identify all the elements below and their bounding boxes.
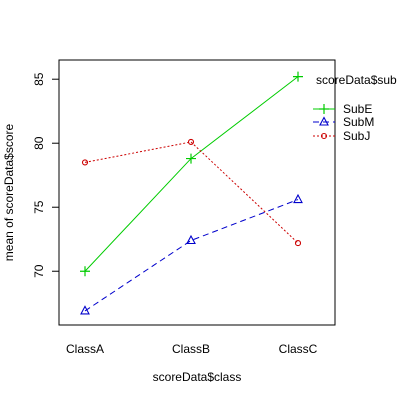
- x-tick-label: ClassA: [66, 342, 104, 356]
- y-axis-label: mean of scoreData$score: [2, 123, 16, 261]
- chart-marks: [80, 71, 303, 315]
- series-sube: [80, 71, 303, 277]
- legend-marker-subm: [319, 116, 329, 126]
- legend-label-subj: SubJ: [343, 129, 370, 143]
- series-subm: [80, 193, 303, 315]
- legend-label-sube: SubE: [343, 102, 372, 116]
- data-point-subm: [186, 234, 196, 245]
- x-axis-label: scoreData$class: [153, 370, 242, 384]
- series-subj: [81, 138, 302, 247]
- x-tick-label: ClassB: [172, 342, 210, 356]
- series-line-subm: [84, 199, 299, 312]
- data-point-subj: [294, 240, 302, 247]
- x-tick-label: ClassC: [279, 342, 318, 356]
- x-axis: ClassA ClassB ClassC: [66, 342, 318, 356]
- legend-label-subm: SubM: [343, 115, 374, 129]
- legend-marker-subj: [320, 132, 328, 140]
- y-tick-label: 80: [32, 136, 46, 150]
- y-tick-label: 70: [32, 264, 46, 278]
- data-point-subm: [80, 305, 90, 315]
- data-point-sube: [80, 266, 90, 277]
- data-point-sube: [186, 153, 196, 164]
- data-point-subj: [81, 159, 89, 166]
- y-tick-label: 85: [32, 72, 46, 86]
- legend-marker-sube: [319, 104, 329, 114]
- data-point-sube: [293, 71, 303, 82]
- data-point-subj: [187, 138, 195, 145]
- legend-title: scoreData$sub: [316, 73, 397, 87]
- y-axis: 70 75 80 85: [32, 72, 59, 278]
- data-point-subm: [293, 193, 303, 204]
- y-tick-label: 75: [32, 200, 46, 214]
